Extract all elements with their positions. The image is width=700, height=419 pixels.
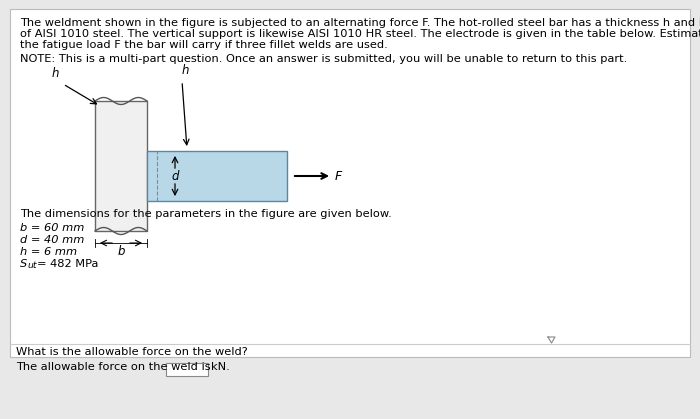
Text: h: h	[51, 67, 59, 80]
Bar	[95, 101, 147, 231]
Bar	[10, 9, 690, 357]
Text: of AISI 1010 steel. The vertical support is likewise AISI 1010 HR steel. The ele: of AISI 1010 steel. The vertical support…	[20, 29, 700, 39]
Text: the fatigue load F the bar will carry if three fillet welds are used.: the fatigue load F the bar will carry if…	[20, 40, 388, 50]
Text: The weldment shown in the figure is subjected to an alternating force F. The hot: The weldment shown in the figure is subj…	[20, 18, 700, 28]
Text: h: h	[181, 64, 189, 77]
Text: kN.: kN.	[211, 362, 230, 372]
Bar	[166, 363, 208, 376]
Text: S: S	[20, 259, 27, 269]
Bar	[147, 151, 287, 201]
Text: What is the allowable force on the weld?: What is the allowable force on the weld?	[16, 347, 248, 357]
Text: F: F	[335, 170, 342, 183]
Text: The allowable force on the weld is: The allowable force on the weld is	[16, 362, 211, 372]
Text: The dimensions for the parameters in the figure are given below.: The dimensions for the parameters in the…	[20, 209, 392, 219]
Text: d: d	[172, 170, 178, 183]
Text: d = 40 mm: d = 40 mm	[20, 235, 85, 245]
Text: h = 6 mm: h = 6 mm	[20, 247, 77, 257]
Text: b: b	[118, 245, 125, 258]
Text: NOTE: This is a multi-part question. Once an answer is submitted, you will be un: NOTE: This is a multi-part question. Onc…	[20, 54, 627, 64]
Text: = 482 MPa: = 482 MPa	[37, 259, 99, 269]
Text: ut: ut	[27, 261, 36, 270]
Text: b = 60 mm: b = 60 mm	[20, 223, 85, 233]
